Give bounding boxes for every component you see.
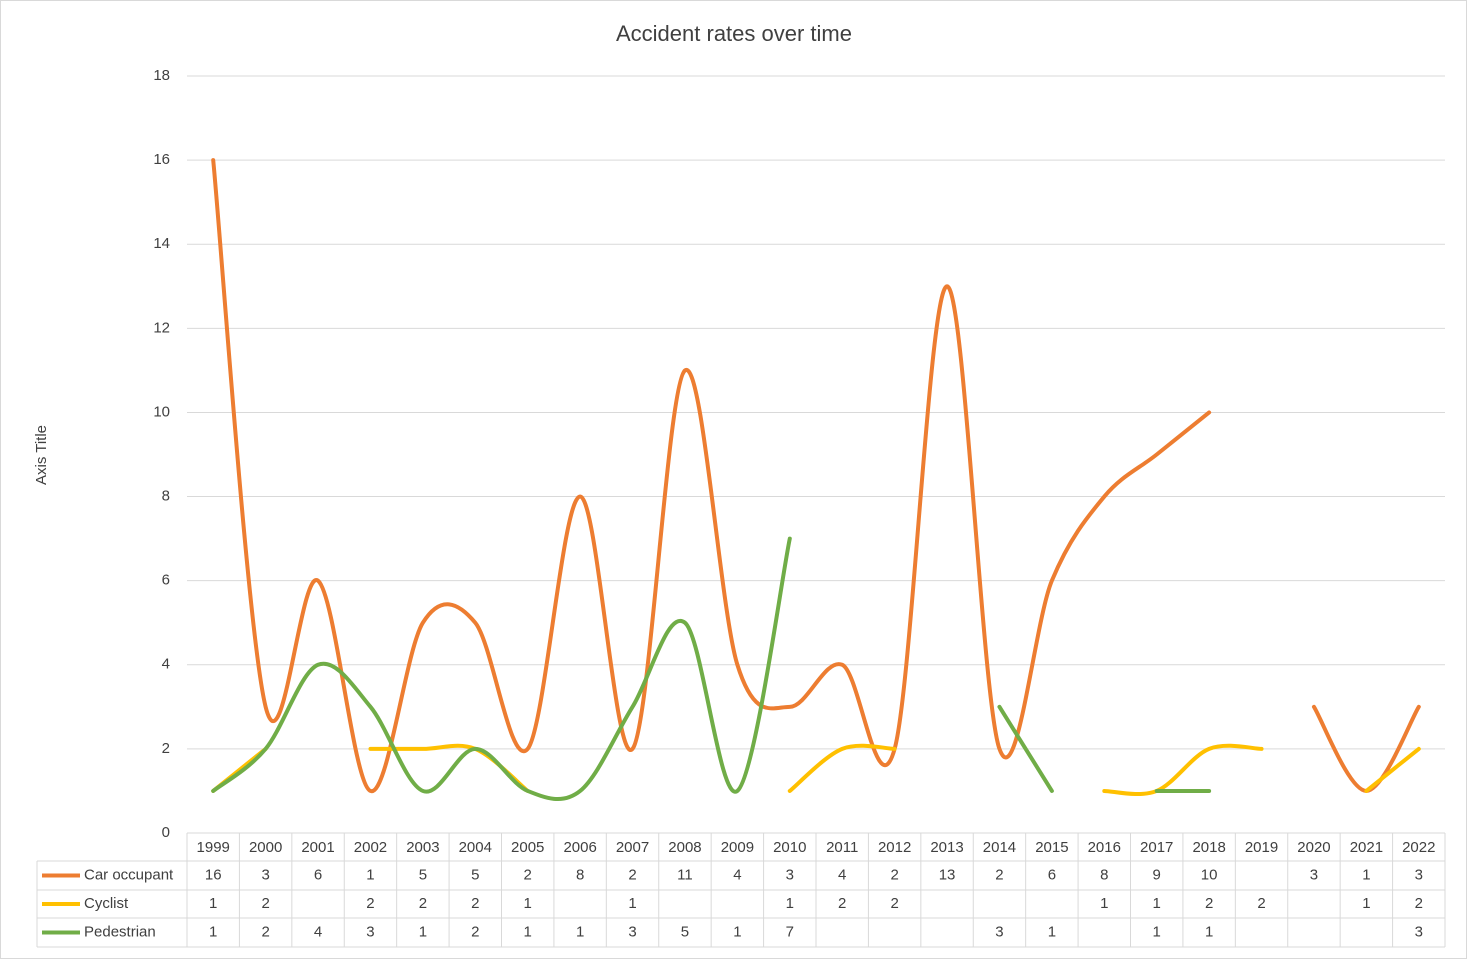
y-tick-label: 12 xyxy=(153,319,170,336)
table-value: 1 xyxy=(733,923,741,940)
table-value: 2 xyxy=(471,895,479,912)
table-value: 3 xyxy=(995,923,1003,940)
x-tick-label: 2002 xyxy=(354,839,387,856)
x-tick-label: 2020 xyxy=(1297,839,1330,856)
table-value: 1 xyxy=(1362,866,1370,883)
table-value: 3 xyxy=(1310,866,1318,883)
x-tick-label: 2013 xyxy=(930,839,963,856)
y-axis-title: Axis Title xyxy=(33,425,50,485)
x-tick-label: 2014 xyxy=(983,839,1016,856)
table-value: 2 xyxy=(524,866,532,883)
x-tick-label: 2017 xyxy=(1140,839,1173,856)
table-value: 2 xyxy=(1415,895,1423,912)
table-value: 2 xyxy=(890,866,898,883)
table-value: 3 xyxy=(366,923,374,940)
x-tick-label: 2000 xyxy=(249,839,282,856)
y-tick-label: 14 xyxy=(153,235,170,252)
series-line xyxy=(211,743,1421,797)
x-tick-label: 2008 xyxy=(668,839,701,856)
table-value: 3 xyxy=(1415,866,1423,883)
x-tick-label: 2011 xyxy=(826,839,858,856)
x-tick-label: 2018 xyxy=(1192,839,1225,856)
table-value: 8 xyxy=(1100,866,1108,883)
legend-label: Car occupant xyxy=(84,866,174,883)
legend-label: Pedestrian xyxy=(84,923,156,940)
table-value: 9 xyxy=(1153,866,1161,883)
table-value: 5 xyxy=(419,866,427,883)
x-tick-label: 2001 xyxy=(301,839,334,856)
table-value: 1 xyxy=(576,923,584,940)
table-value: 1 xyxy=(1362,895,1370,912)
table-value: 6 xyxy=(314,866,322,883)
x-tick-label: 2009 xyxy=(721,839,754,856)
x-tick-label: 2004 xyxy=(459,839,492,856)
table-value: 13 xyxy=(939,866,956,883)
table-value: 6 xyxy=(1048,866,1056,883)
table-value: 1 xyxy=(1048,923,1056,940)
table-value: 2 xyxy=(838,895,846,912)
table-value: 2 xyxy=(419,895,427,912)
y-tick-label: 18 xyxy=(153,67,170,84)
x-tick-label: 2022 xyxy=(1402,839,1435,856)
y-tick-label: 0 xyxy=(162,824,170,841)
y-tick-label: 16 xyxy=(153,151,170,168)
table-value: 2 xyxy=(366,895,374,912)
table-value: 2 xyxy=(890,895,898,912)
x-tick-label: 2007 xyxy=(616,839,649,856)
x-tick-label: 2021 xyxy=(1350,839,1383,856)
table-value: 2 xyxy=(261,895,269,912)
table-value: 3 xyxy=(786,866,794,883)
y-tick-label: 2 xyxy=(162,740,170,757)
table-value: 2 xyxy=(471,923,479,940)
table-value: 10 xyxy=(1201,866,1218,883)
table-value: 1 xyxy=(1205,923,1213,940)
x-tick-label: 2010 xyxy=(773,839,806,856)
x-tick-label: 2003 xyxy=(406,839,439,856)
table-value: 7 xyxy=(786,923,794,940)
chart-title: Accident rates over time xyxy=(616,21,852,46)
table-value: 1 xyxy=(209,895,217,912)
table-value: 1 xyxy=(1100,895,1108,912)
table-value: 3 xyxy=(261,866,269,883)
x-tick-label: 2016 xyxy=(1088,839,1121,856)
table-value: 2 xyxy=(628,866,636,883)
table-value: 4 xyxy=(314,923,322,940)
table-value: 2 xyxy=(995,866,1003,883)
table-value: 3 xyxy=(628,923,636,940)
table-value: 2 xyxy=(1205,895,1213,912)
table-value: 3 xyxy=(1415,923,1423,940)
table-value: 8 xyxy=(576,866,584,883)
table-value: 4 xyxy=(733,866,741,883)
x-tick-label: 2005 xyxy=(511,839,544,856)
table-value: 11 xyxy=(677,866,693,883)
y-tick-label: 4 xyxy=(162,656,170,673)
table-value: 1 xyxy=(628,895,636,912)
table-value: 1 xyxy=(209,923,217,940)
table-value: 1 xyxy=(1153,895,1161,912)
table-value: 1 xyxy=(419,923,427,940)
table-value: 1 xyxy=(366,866,374,883)
table-value: 1 xyxy=(786,895,794,912)
table-value: 5 xyxy=(471,866,479,883)
table-value: 1 xyxy=(1153,923,1161,940)
table-value: 2 xyxy=(1257,895,1265,912)
table-value: 2 xyxy=(261,923,269,940)
table-value: 16 xyxy=(205,866,222,883)
table-value: 1 xyxy=(524,895,532,912)
x-tick-label: 2012 xyxy=(878,839,911,856)
y-tick-label: 8 xyxy=(162,488,170,505)
table-value: 5 xyxy=(681,923,689,940)
legend-label: Cyclist xyxy=(84,895,129,912)
x-tick-label: 2006 xyxy=(563,839,596,856)
table-value: 4 xyxy=(838,866,846,883)
y-tick-label: 10 xyxy=(153,403,170,420)
x-tick-label: 2015 xyxy=(1035,839,1068,856)
y-tick-label: 6 xyxy=(162,572,170,589)
x-tick-label: 1999 xyxy=(197,839,230,856)
table-value: 1 xyxy=(524,923,532,940)
x-tick-label: 2019 xyxy=(1245,839,1278,856)
